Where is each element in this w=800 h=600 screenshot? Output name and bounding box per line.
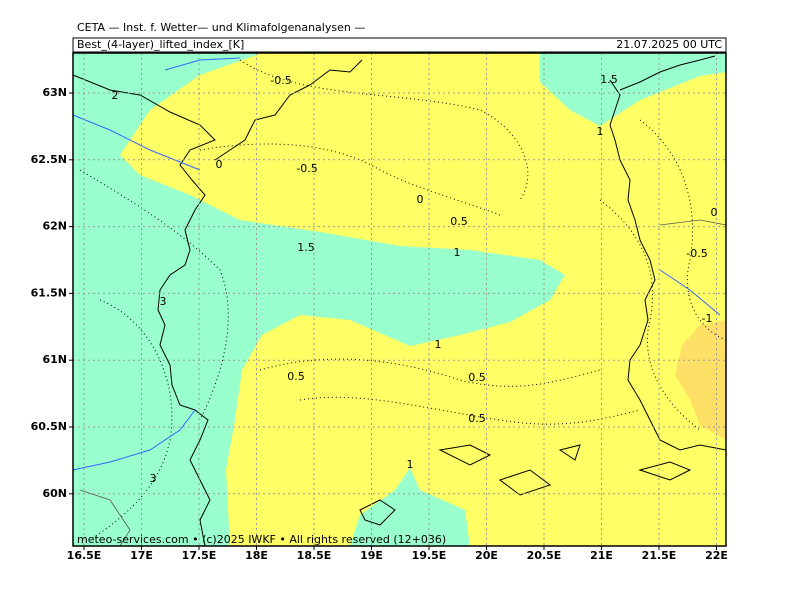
contour-label: 1.5 — [600, 73, 618, 86]
contour-label: 0.5 — [450, 215, 468, 228]
x-tick-label: 19.5E — [412, 549, 447, 562]
isoline — [79, 169, 229, 421]
title: CETA — Inst. f. Wetter— und Klimafolgena… — [77, 21, 365, 34]
coastline — [214, 59, 363, 161]
y-tick-label: 60.5N — [31, 420, 67, 433]
x-tick-label: 18.5E — [297, 549, 332, 562]
coastline — [72, 74, 216, 547]
graticule — [73, 53, 726, 546]
isoline — [299, 396, 641, 425]
contour-label: 0 — [216, 158, 223, 171]
x-tick-label: 16.5E — [67, 549, 102, 562]
contour-label: 2 — [112, 89, 119, 102]
contour-label: 0.5 — [287, 370, 305, 383]
contour-label: 0.5 — [468, 412, 486, 425]
x-tick-label: 17E — [130, 549, 153, 562]
contour-label: 1 — [407, 458, 414, 471]
x-tick-label: 21E — [590, 549, 613, 562]
river — [164, 57, 241, 71]
contour-label: 3 — [160, 295, 167, 308]
contour-label: 1 — [435, 338, 442, 351]
valid-time: 21.07.2025 00 UTC — [616, 38, 722, 51]
frame — [72, 52, 727, 547]
contour-label: 3 — [150, 472, 157, 485]
coastline — [359, 444, 692, 526]
y-tick-label: 63N — [42, 86, 67, 99]
contour-labels: -0.5 2 1.5 1 0 -0.5 0 0.5 0 1.5 1 -0.5 3 -1 1 0.5 0.5 0.5… — [112, 73, 718, 485]
contour-label: -0.5 — [686, 247, 707, 260]
contour-label: 0 — [711, 206, 718, 219]
x-tick-label: 19E — [360, 549, 383, 562]
x-tick-label: 18E — [245, 549, 268, 562]
y-tick-label: 61.5N — [31, 286, 67, 299]
y-tick-label: 61N — [42, 353, 67, 366]
x-tick-label: 20.5E — [527, 549, 562, 562]
coastline — [619, 55, 716, 91]
contour-label: 0 — [417, 193, 424, 206]
x-tick-label: 21.5E — [642, 549, 677, 562]
contour-label: 0.5 — [468, 371, 486, 384]
isoline — [199, 143, 501, 216]
isolines — [79, 59, 727, 541]
river — [72, 409, 196, 471]
river — [72, 114, 201, 171]
contour-label: -1 — [702, 312, 713, 325]
x-tick-label: 20E — [475, 549, 498, 562]
y-tick-label: 62N — [42, 220, 67, 233]
y-tick-label: 62.5N — [31, 153, 67, 166]
x-tick-label: 22E — [705, 549, 728, 562]
header-box — [72, 37, 727, 53]
orange-field — [675, 320, 726, 440]
y-tick-label: 60N — [42, 487, 67, 500]
footer: meteo-services.com • (c)2025 IWKF • All … — [77, 533, 446, 546]
border — [79, 489, 131, 547]
parameter: Best_(4-layer)_lifted_index_[K] — [77, 38, 244, 51]
isoline — [639, 119, 727, 341]
contour-label: 1.5 — [297, 241, 315, 254]
contour-label: -0.5 — [270, 74, 291, 87]
map-area: -0.5 2 1.5 1 0 -0.5 0 0.5 0 1.5 1 -0.5 3 -1 1 0.5 0.5 0.5… — [72, 52, 727, 547]
x-tick-label: 17.5E — [182, 549, 217, 562]
river — [659, 269, 721, 316]
isoline — [89, 299, 173, 541]
contour-label: 1 — [597, 125, 604, 138]
border — [659, 219, 727, 226]
contour-label: 1 — [454, 246, 461, 259]
contour-label: -0.5 — [296, 162, 317, 175]
